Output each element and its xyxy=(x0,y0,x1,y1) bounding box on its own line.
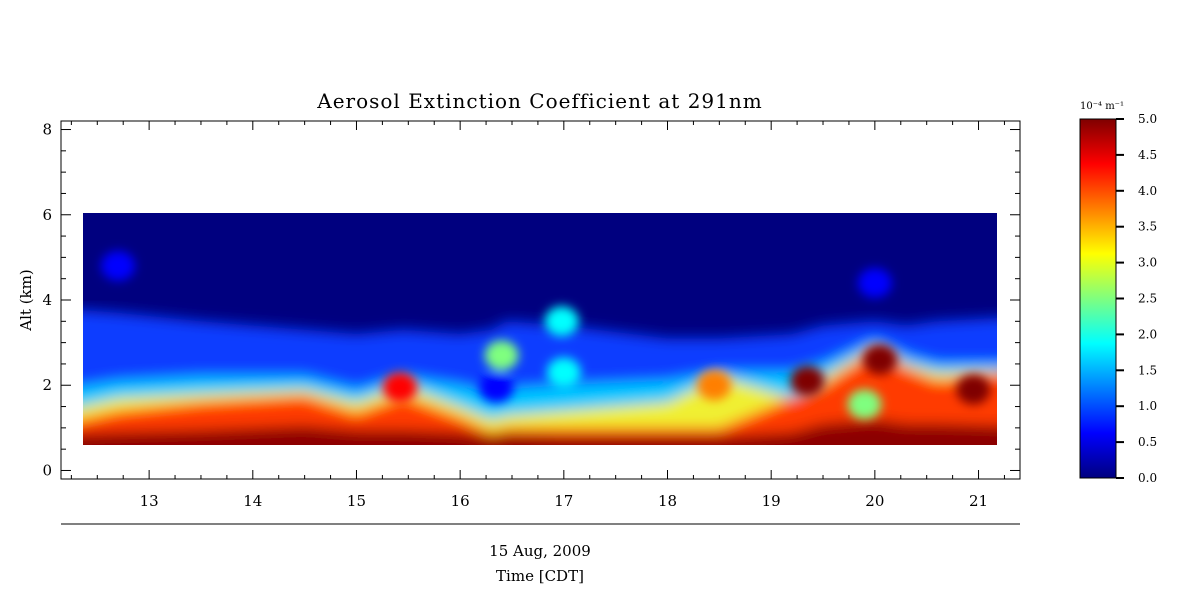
colorbar-unit-label: 10⁻⁴ m⁻¹ xyxy=(1080,101,1124,112)
colorbar-gradient xyxy=(1079,118,1117,479)
y-tick-label: 6 xyxy=(42,206,52,224)
heatmap-feature xyxy=(956,374,991,405)
y-tick-label: 0 xyxy=(42,461,52,479)
colorbar-tick-label: 4.5 xyxy=(1138,148,1157,162)
x-axis-label: Time [CDT] xyxy=(496,567,584,585)
x-axis-ticks: 13 14 15 16 17 18 19 20 21 xyxy=(70,121,1005,510)
heatmap-feature xyxy=(383,372,418,403)
colorbar-tick-label: 3.0 xyxy=(1138,256,1157,270)
heatmap-feature xyxy=(544,306,579,337)
y-tick-label: 8 xyxy=(42,121,52,139)
colorbar-tick-label: 1.0 xyxy=(1138,399,1157,413)
y-tick-label: 2 xyxy=(42,376,52,394)
colorbar-tick-label: 1.5 xyxy=(1138,363,1157,377)
chart-title: Aerosol Extinction Coefficient at 291nm xyxy=(316,89,762,113)
heatmap-feature xyxy=(847,389,882,420)
y-axis-ticks: 0 2 4 6 8 xyxy=(42,121,1020,479)
x-tick-label: 15 xyxy=(347,492,366,510)
x-tick-label: 14 xyxy=(243,492,262,510)
x-tick-label: 18 xyxy=(658,492,677,510)
heatmap-feature xyxy=(101,250,136,281)
heatmap-layers xyxy=(83,310,997,445)
x-tick-label: 21 xyxy=(969,492,988,510)
colorbar-tick-label: 2.0 xyxy=(1138,327,1157,341)
x-axis-date-label: 15 Aug, 2009 xyxy=(489,542,591,560)
colorbar-tick-label: 0.0 xyxy=(1138,471,1157,485)
y-axis-label: Alt (km) xyxy=(17,269,35,331)
dark-red-layer xyxy=(83,419,997,445)
heatmap-feature xyxy=(546,357,581,388)
colorbar-ticks: 0.0 0.5 1.0 1.5 2.0 2.5 3.0 3.5 4.0 4.5 5.0 xyxy=(1116,112,1157,485)
colorbar-tick-label: 0.5 xyxy=(1138,435,1157,449)
colorbar-tick-label: 2.5 xyxy=(1138,292,1157,306)
heatmap-area xyxy=(83,213,997,445)
y-tick-label: 4 xyxy=(42,291,52,309)
x-tick-label: 16 xyxy=(451,492,470,510)
heatmap-feature xyxy=(857,267,892,298)
heatmap-feature xyxy=(790,365,825,396)
x-tick-label: 20 xyxy=(865,492,884,510)
heatmap-feature xyxy=(484,340,519,371)
x-tick-label: 19 xyxy=(762,492,781,510)
colorbar: 10⁻⁴ m⁻¹ 0.0 0.5 1.0 1.5 2.0 2.5 3.0 3.5 4.0 4.5 5… xyxy=(1079,101,1157,485)
colorbar-tick-label: 4.0 xyxy=(1138,184,1157,198)
heatmap-features xyxy=(101,250,991,420)
heatmap-feature xyxy=(479,372,514,403)
heatmap-feature xyxy=(863,344,898,375)
colorbar-tick-label: 5.0 xyxy=(1138,112,1157,126)
red-layer xyxy=(83,351,997,445)
heatmap-feature xyxy=(697,370,732,401)
colorbar-tick-label: 3.5 xyxy=(1138,220,1157,234)
x-tick-label: 17 xyxy=(554,492,573,510)
x-tick-label: 13 xyxy=(140,492,159,510)
